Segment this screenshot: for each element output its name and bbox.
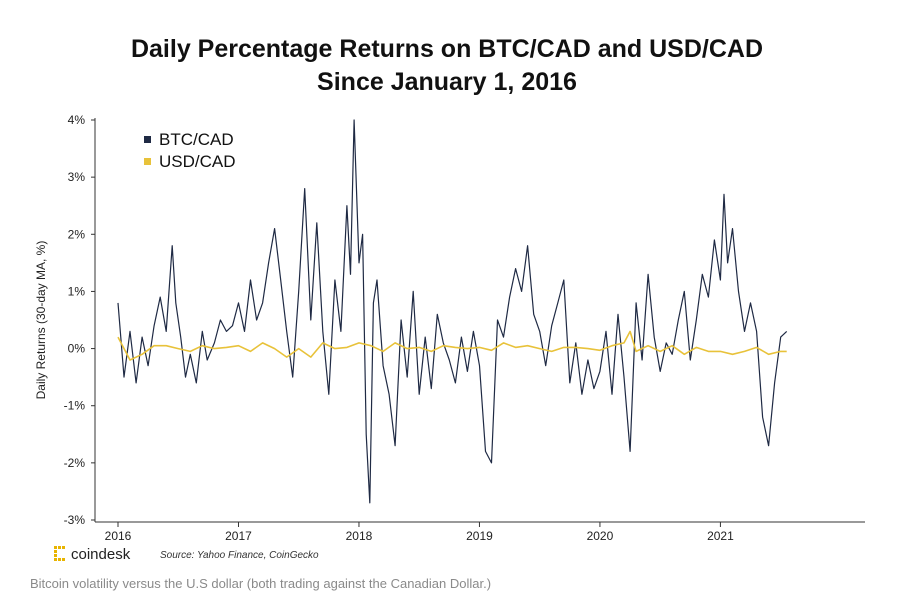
coindesk-logo-icon: [54, 546, 65, 561]
coindesk-logo: coindesk: [54, 546, 131, 563]
y-tick-label: 2%: [68, 227, 86, 241]
figure-caption: Bitcoin volatility versus the U.S dollar…: [30, 576, 492, 591]
axes: [94, 118, 865, 523]
x-ticks: 2016 2017 2018 2019 2020 2021: [105, 522, 734, 543]
source-note: Source: Yahoo Finance, CoinGecko: [160, 550, 319, 561]
series-layer: [117, 119, 788, 504]
legend-swatch-btc: [144, 136, 151, 143]
y-ticks: 4% 3% 2% 1% 0% -1% -2% -3%: [64, 113, 95, 527]
x-tick-label: 2020: [587, 529, 614, 543]
y-tick-label: -3%: [64, 513, 86, 527]
brand-name: coindesk: [71, 546, 131, 563]
chart-subtitle: Since January 1, 2016: [317, 68, 577, 96]
legend-label-usd: USD/CAD: [159, 152, 236, 171]
x-tick-label: 2019: [466, 529, 493, 543]
series-line-usd-cad: [117, 330, 787, 361]
y-tick-label: -2%: [64, 456, 86, 470]
y-tick-label: -1%: [64, 399, 86, 413]
x-tick-label: 2021: [707, 529, 734, 543]
chart-title: Daily Percentage Returns on BTC/CAD and …: [131, 35, 763, 63]
y-axis-label: Daily Returns (30-day MA, %): [34, 241, 48, 400]
x-tick-label: 2017: [225, 529, 252, 543]
y-tick-label: 4%: [68, 113, 86, 127]
x-tick-label: 2016: [105, 529, 132, 543]
x-tick-label: 2018: [346, 529, 373, 543]
legend-swatch-usd: [144, 158, 151, 165]
y-tick-label: 0%: [68, 342, 86, 356]
y-tick-label: 1%: [68, 284, 86, 298]
y-tick-label: 3%: [68, 170, 86, 184]
legend-label-btc: BTC/CAD: [159, 130, 234, 149]
series-line-btc-cad: [117, 119, 788, 504]
legend: BTC/CAD USD/CAD: [144, 130, 236, 171]
